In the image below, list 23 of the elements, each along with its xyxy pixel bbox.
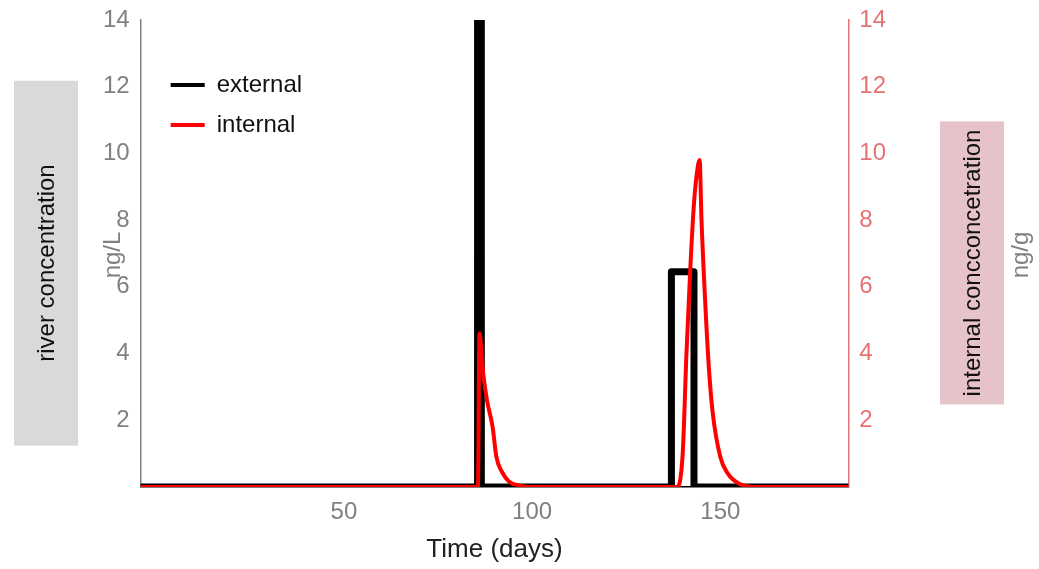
legend-label: internal — [216, 109, 296, 137]
y2-tick-label: 4 — [859, 338, 873, 366]
y-axis-title: river concentration — [14, 80, 78, 446]
line-series — [140, 158, 849, 487]
y2-tick-label: 6 — [859, 271, 873, 299]
y-tick-label: 12 — [102, 71, 130, 99]
x-axis-title: Time (days) — [426, 532, 563, 563]
text: ng/g — [1006, 231, 1034, 279]
y-tick-label: 8 — [116, 204, 130, 232]
legend-label: external — [216, 69, 303, 97]
y2-tick-label: 14 — [859, 4, 887, 32]
x-tick-label: 150 — [700, 497, 741, 525]
y-tick-label: 4 — [116, 338, 130, 366]
x-tick-label: 100 — [512, 497, 553, 525]
y2-tick-label: 2 — [859, 404, 873, 432]
x-tick-label: 50 — [330, 497, 358, 525]
y2-tick-label: 8 — [859, 204, 873, 232]
y2-tick-label: 10 — [859, 138, 887, 166]
y-tick-label: 14 — [102, 4, 130, 32]
y2-tick-label: 12 — [859, 71, 887, 99]
y-tick-label: 2 — [116, 404, 130, 432]
y2-axis-title: internal concconcetration — [940, 121, 1004, 405]
y-tick-label: 10 — [102, 138, 130, 166]
